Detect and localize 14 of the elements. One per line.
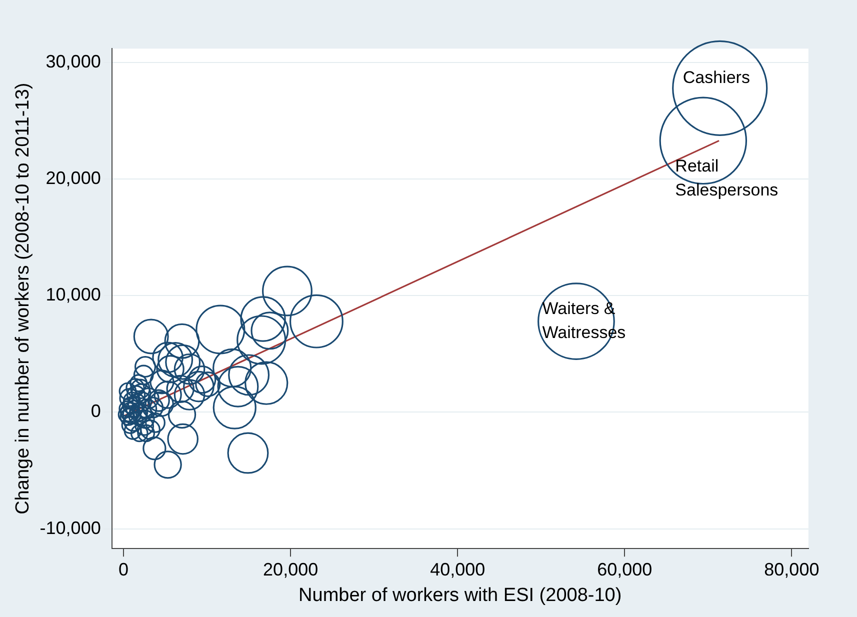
y-tick-label: 30,000 — [46, 52, 101, 72]
x-tick-label: 40,000 — [430, 559, 486, 580]
y-tick-label: -10,000 — [40, 518, 101, 538]
annotation: Retail Salespersons — [675, 156, 778, 200]
y-tick-label: 10,000 — [46, 284, 101, 305]
annotation: Cashiers — [682, 68, 750, 87]
y-tick-label: 0 — [90, 401, 101, 422]
x-axis-title: Number of workers with ESI (2008-10) — [298, 584, 622, 606]
x-tick-label: 60,000 — [597, 559, 652, 580]
x-tick-label: 0 — [118, 559, 129, 580]
y-axis-title: Change in number of workers (2008-10 to 2011-13) — [12, 82, 34, 514]
x-tick-label: 20,000 — [263, 559, 318, 580]
y-tick-label: 20,000 — [46, 168, 101, 188]
x-tick-label: 80,000 — [764, 559, 820, 580]
